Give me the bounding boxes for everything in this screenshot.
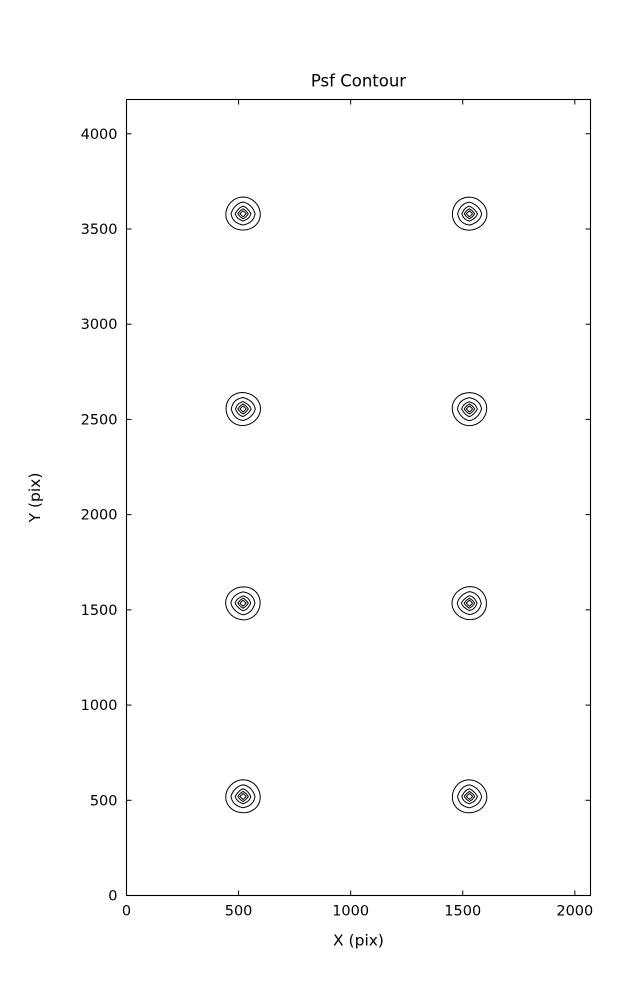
psf-contour-cluster — [451, 586, 487, 621]
contour-ring — [239, 405, 247, 413]
contour-ring — [234, 205, 252, 222]
x-tick-label: 2000 — [556, 904, 593, 920]
contour-ring — [234, 788, 252, 805]
contour-ring — [451, 779, 488, 814]
psf-contour-cluster — [451, 779, 488, 814]
contour-ring — [461, 401, 478, 418]
contour-ring — [456, 397, 483, 422]
contour-ring — [451, 586, 487, 621]
contour-ring — [237, 208, 249, 220]
contour-ring — [230, 784, 256, 809]
contour-ring — [451, 196, 488, 231]
contour-ring — [239, 599, 247, 607]
psf-contour-cluster — [451, 392, 488, 427]
y-tick-label: 0 — [108, 889, 117, 905]
contour-ring — [465, 405, 474, 413]
y-tick-label: 2500 — [81, 412, 118, 428]
psf-contour-cluster — [225, 779, 261, 814]
contour-ring — [234, 401, 252, 418]
contour-ring — [456, 591, 482, 616]
y-tick-label: 2000 — [81, 508, 118, 524]
x-tick-label: 500 — [225, 904, 253, 920]
contour-ring — [225, 392, 262, 427]
x-tick-label: 1000 — [332, 904, 369, 920]
psf-contour-cluster — [451, 196, 488, 231]
contour-ring — [465, 792, 474, 800]
y-tick-label: 3500 — [81, 222, 118, 238]
contour-ring — [237, 403, 249, 415]
contour-ring — [239, 792, 247, 800]
contour-ring — [465, 599, 474, 607]
contour-ring — [460, 595, 478, 612]
axes-frame — [125, 98, 592, 897]
contour-ring — [239, 210, 247, 218]
x-axis-label: X (pix) — [333, 932, 384, 950]
contour-ring — [230, 201, 256, 226]
contour-ring — [234, 595, 252, 612]
contour-ring — [230, 591, 256, 616]
y-tick-label: 500 — [90, 793, 118, 809]
contour-ring — [451, 392, 488, 427]
contour-ring — [465, 210, 474, 218]
contour-ring — [461, 788, 478, 805]
psf-contour-cluster — [225, 196, 261, 231]
y-tick-label: 1000 — [81, 698, 118, 714]
contour-ring — [225, 196, 261, 231]
y-axis-label: Y (pix) — [26, 473, 44, 524]
y-tick-label: 3000 — [81, 317, 118, 333]
psf-contour-cluster — [225, 586, 261, 621]
contour-ring — [237, 597, 249, 609]
y-tick-label: 4000 — [81, 127, 118, 143]
x-tick-label: 1500 — [444, 904, 481, 920]
contour-ring — [463, 403, 476, 415]
contour-ring — [230, 397, 256, 422]
contour-ring — [225, 586, 261, 621]
contour-ring — [457, 784, 483, 809]
contour-ring — [237, 790, 249, 802]
y-tick-label: 1500 — [81, 603, 118, 619]
contour-ring — [225, 779, 261, 814]
psf-contour-cluster — [225, 392, 262, 427]
contour-ring — [461, 205, 478, 222]
contour-ring — [463, 597, 476, 609]
contour-ring — [463, 790, 476, 802]
contour-ring — [457, 201, 483, 226]
x-tick-label: 0 — [122, 904, 131, 920]
contour-ring — [463, 208, 476, 220]
plot-title: Psf Contour — [311, 72, 406, 91]
